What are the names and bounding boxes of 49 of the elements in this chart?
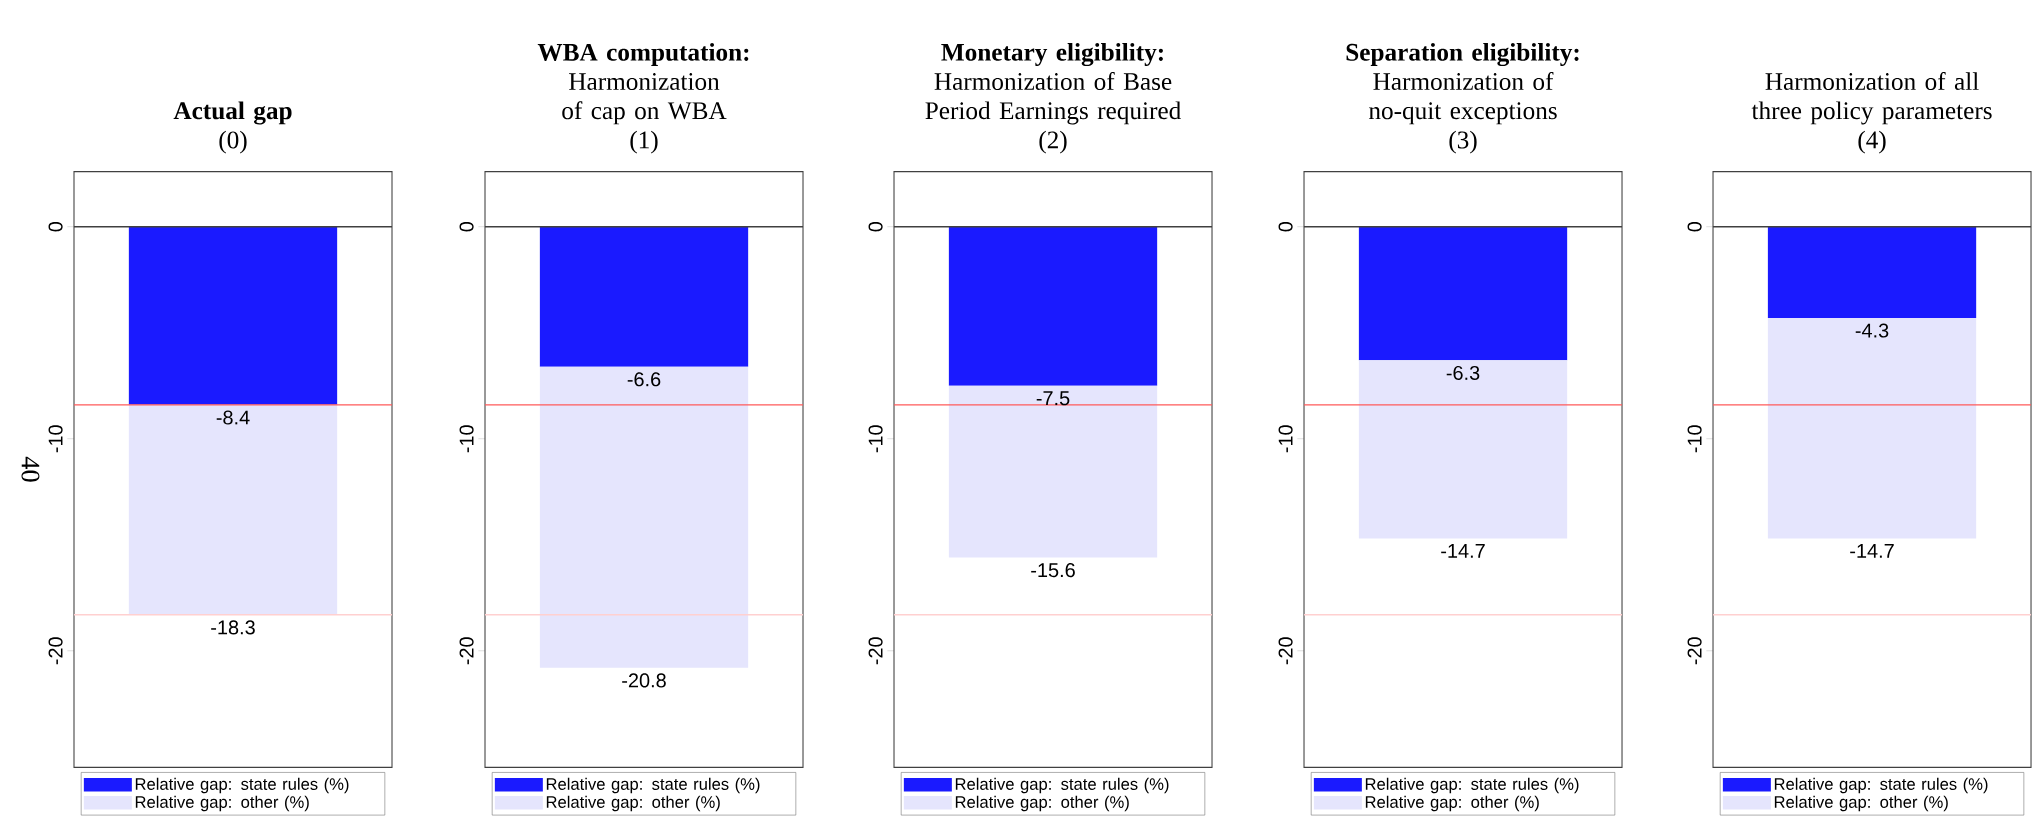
text: (1) (630, 130, 658, 154)
legend-label: Relative gap: state rules (%) (955, 777, 1169, 794)
y-tick-label: -20 (1687, 637, 1702, 665)
y-tick-label: -10 (1687, 425, 1702, 453)
y-tick-label: -10 (868, 425, 883, 453)
legend-label: Relative gap: other (%) (135, 795, 309, 812)
chart-subtitle: Harmonization of cap on WBA (562, 73, 727, 125)
data-label: -6.6 (627, 372, 661, 387)
total-label: -15.6 (1031, 563, 1075, 578)
y-tick-label: 0 (1687, 221, 1702, 232)
y-tick-label: 0 (459, 221, 474, 232)
y-axis-title: 40 (21, 456, 40, 482)
total-label: -14.7 (1850, 544, 1894, 558)
chart-title: WBA computation: (537, 43, 749, 66)
chart-subtitle: Harmonization of all three policy parameters (1751, 72, 1992, 125)
total-label: -18.3 (211, 620, 255, 635)
y-tick-label: -10 (1278, 425, 1293, 453)
y-tick-label: 0 (1278, 221, 1293, 232)
y-tick-label: -10 (48, 425, 63, 453)
chart-title: Monetary eligibility: (941, 43, 1163, 67)
legend-label: Relative gap: state rules (%) (546, 777, 760, 794)
chart-subtitle: Harmonization of no-quit exceptions (1368, 72, 1557, 125)
text: (0) (219, 130, 247, 154)
y-tick-label: -20 (1278, 637, 1293, 665)
chart-title: Actual gap (173, 101, 292, 125)
chart-title: Separation eligibility: (1346, 43, 1579, 67)
total-label: -20.8 (622, 673, 666, 688)
data-label: -7.5 (1036, 391, 1070, 406)
data-label: -6.3 (1446, 365, 1480, 380)
chart-subtitle: Harmonization of Base Period Earnings required (925, 72, 1181, 125)
text: (4) (1858, 130, 1886, 154)
y-tick-label: 0 (48, 221, 63, 232)
legend-label: Relative gap: other (%) (955, 795, 1129, 812)
legend-label: Relative gap: other (%) (546, 795, 720, 812)
y-tick-label: -20 (459, 637, 474, 665)
legend-label: Relative gap: state rules (%) (1365, 777, 1579, 794)
total-label: -14.7 (1441, 544, 1485, 558)
legend-label: Relative gap: state rules (%) (135, 777, 349, 794)
y-tick-label: -20 (868, 637, 883, 665)
y-tick-label: -20 (48, 637, 63, 665)
y-tick-label: 0 (868, 221, 883, 232)
legend-label: Relative gap: other (%) (1365, 795, 1539, 812)
legend-label: Relative gap: other (%) (1774, 795, 1948, 812)
data-label: -4.3 (1855, 323, 1889, 338)
y-tick-label: -10 (459, 425, 474, 453)
legend-label: Relative gap: state rules (%) (1774, 777, 1988, 794)
text: (3) (1449, 130, 1477, 154)
data-label: -8.4 (216, 410, 250, 425)
text: (2) (1039, 130, 1067, 154)
